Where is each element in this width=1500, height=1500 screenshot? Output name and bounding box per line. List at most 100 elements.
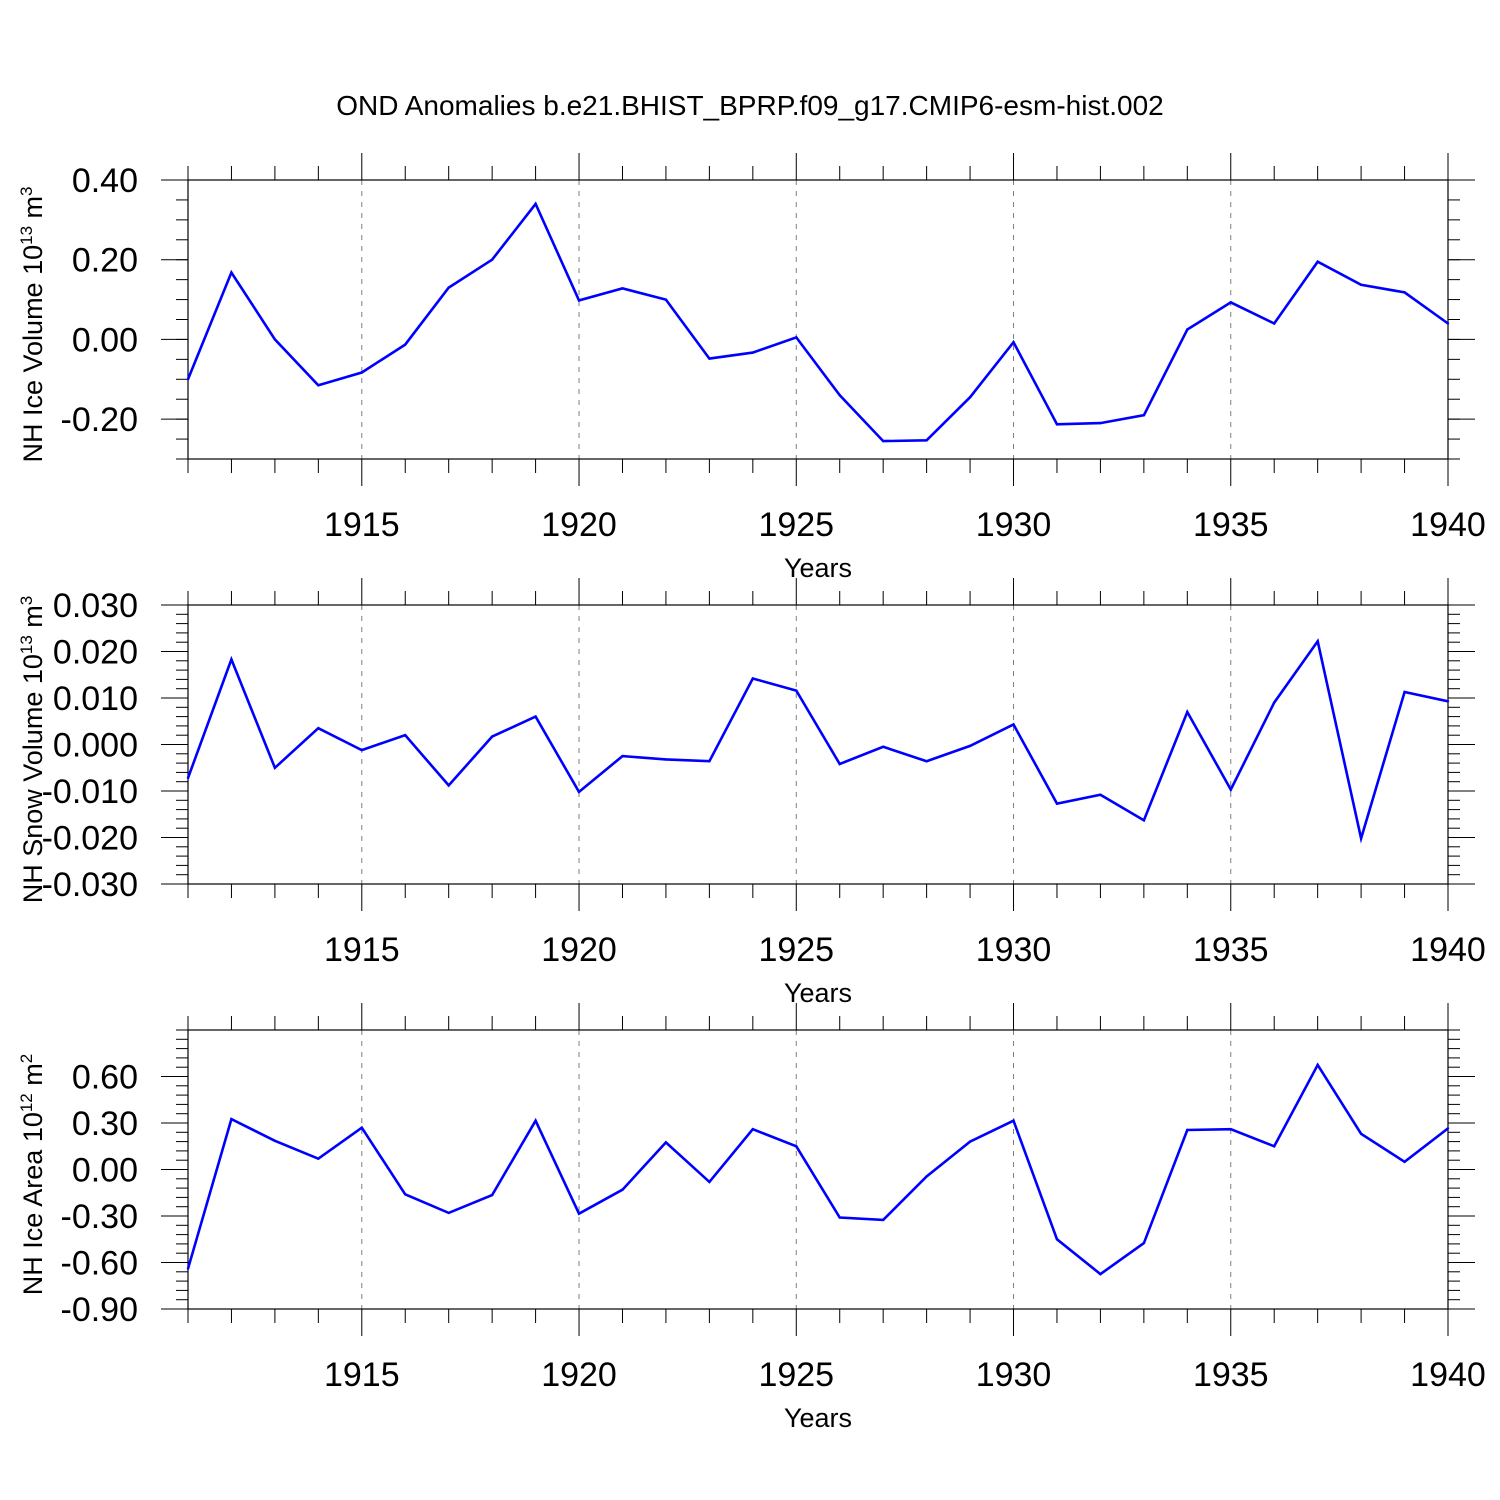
data-point <box>490 735 494 738</box>
y-axis-label-superscript: 13 <box>17 226 36 245</box>
data-point <box>490 258 494 261</box>
panels: 1915 1920 1925 1930 1935 1940 Years -0.20 0.00 0.… <box>17 153 1486 1433</box>
data-point <box>577 1212 581 1215</box>
data-point <box>447 784 450 787</box>
data-point <box>317 1157 320 1160</box>
data-point <box>925 439 928 442</box>
data-point <box>968 1140 972 1143</box>
data-point <box>404 1193 407 1196</box>
data-point <box>1359 283 1363 287</box>
data-point <box>1316 1063 1319 1067</box>
series-line-1 <box>186 201 1449 443</box>
y-tick-label: -0.90 <box>61 1291 139 1329</box>
y-axis-label-superscript: 2 <box>17 1054 36 1063</box>
data-point <box>881 439 885 443</box>
data-point <box>1055 1238 1059 1241</box>
x-tick-label: 1930 <box>976 1356 1052 1394</box>
data-point <box>1055 802 1059 805</box>
panel-1: 1915 1920 1925 1930 1935 1940 Years -0.20 0.00 0.… <box>17 153 1486 583</box>
data-point <box>1446 322 1450 325</box>
y-tick-label: -0.60 <box>61 1245 139 1283</box>
y-tick-label: 0.030 <box>53 587 138 625</box>
y-tick-label: -0.030 <box>42 866 138 904</box>
y-axis-label-text: m <box>18 605 48 635</box>
data-point <box>795 689 798 692</box>
data-point <box>1186 328 1189 331</box>
data-point <box>1316 260 1319 263</box>
data-point <box>838 394 841 397</box>
data-point <box>230 271 233 274</box>
data-point <box>273 766 277 769</box>
y-tick-label: 0.20 <box>72 242 138 280</box>
data-point <box>1012 1119 1015 1122</box>
data-point <box>1012 341 1015 344</box>
data-point <box>577 790 581 794</box>
data-point <box>186 1267 190 1270</box>
x-tick-label: 1920 <box>541 931 617 969</box>
data-point <box>664 758 668 761</box>
data-point <box>273 338 277 341</box>
data-point <box>968 744 972 748</box>
data-point <box>317 727 320 730</box>
data-point <box>230 1117 233 1121</box>
data-point <box>621 754 624 758</box>
data-point <box>360 1126 363 1129</box>
data-point <box>664 298 668 301</box>
data-point <box>1186 710 1189 714</box>
y-tick-label: 0.000 <box>53 727 138 765</box>
data-point <box>1273 322 1276 325</box>
data-point <box>534 202 537 206</box>
x-axis-label: Years <box>784 553 852 583</box>
x-tick-label: 1920 <box>541 506 617 544</box>
x-tick-label: 1915 <box>324 506 400 544</box>
x-tick-label: 1915 <box>324 1356 400 1394</box>
data-point <box>534 715 537 718</box>
data-point <box>881 745 885 749</box>
data-point <box>360 748 363 752</box>
data-point <box>925 760 928 763</box>
series-line-1 <box>186 1062 1449 1276</box>
x-tick-label: 1920 <box>541 1356 617 1394</box>
data-point <box>317 384 320 387</box>
y-axis-label: NH Snow Volume 1013 m3 <box>17 596 48 904</box>
y-axis-label-text: NH Ice Volume 10 <box>18 245 48 463</box>
data-point <box>1403 690 1406 694</box>
x-tick-label: 1935 <box>1193 506 1269 544</box>
panel-2: 1915 1920 1925 1930 1935 1940 Years -0.030 -0.02… <box>17 578 1486 1008</box>
data-point <box>838 1216 841 1219</box>
y-axis-label-text: m <box>18 196 48 226</box>
x-tick-label: 1940 <box>1410 506 1486 544</box>
y-tick-label: 0.60 <box>72 1059 138 1097</box>
data-point <box>968 396 972 399</box>
y-tick-label: -0.020 <box>42 820 138 858</box>
data-point <box>490 1193 494 1197</box>
y-tick-label: -0.20 <box>61 401 139 439</box>
data-point <box>1099 1272 1102 1276</box>
data-point <box>273 1139 277 1143</box>
data-point <box>751 351 755 354</box>
y-axis-label-superscript: 13 <box>17 635 36 654</box>
data-point <box>1446 1127 1450 1130</box>
y-tick-label: 0.00 <box>72 321 138 359</box>
y-axis-label-text: NH Ice Area 10 <box>18 1112 48 1295</box>
y-tick-label: 0.40 <box>72 162 138 200</box>
x-tick-label: 1940 <box>1410 1356 1486 1394</box>
data-point <box>1273 701 1276 704</box>
x-tick-label: 1915 <box>324 931 400 969</box>
y-tick-label: 0.00 <box>72 1152 138 1190</box>
data-point <box>1229 301 1232 304</box>
x-tick-label: 1940 <box>1410 931 1486 969</box>
x-axis-label: Years <box>784 1403 852 1433</box>
x-tick-label: 1925 <box>758 931 834 969</box>
y-tick-label: 0.30 <box>72 1105 138 1143</box>
y-axis-label-superscript: 12 <box>17 1093 36 1112</box>
data-point <box>751 1128 755 1131</box>
y-axis-label-text: NH Snow Volume 10 <box>18 654 48 903</box>
y-tick-label: 0.010 <box>53 680 138 718</box>
data-point <box>577 299 581 302</box>
data-point <box>795 336 798 339</box>
data-point <box>1359 1132 1363 1136</box>
x-tick-label: 1925 <box>758 506 834 544</box>
data-point <box>534 1119 537 1122</box>
